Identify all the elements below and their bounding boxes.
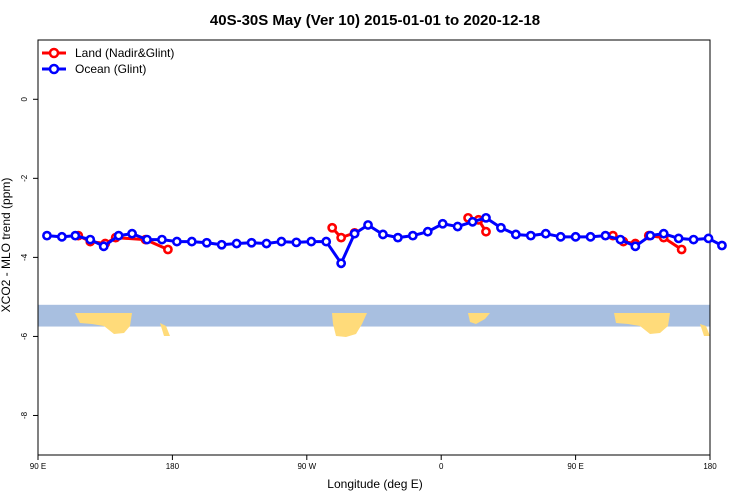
- ocean-point: [540, 228, 551, 239]
- ocean-point: [336, 258, 347, 269]
- ocean-point: [437, 218, 448, 229]
- axes: 90 E 180 90 W 0 90 E 180 0 -2 -4 -6 -8: [20, 39, 717, 471]
- y-axis-label: XCO2 - MLO trend (ppm): [0, 178, 13, 313]
- ocean-point: [717, 240, 727, 251]
- legend-label-ocean: Ocean (Glint): [75, 62, 146, 76]
- x-axis-label: Longitude (deg E): [327, 477, 422, 491]
- ocean-point: [127, 228, 137, 239]
- ocean-point: [291, 237, 302, 248]
- ocean-point: [467, 216, 478, 227]
- ocean-point: [422, 226, 433, 237]
- ocean-point: [645, 230, 656, 241]
- map-land-0: [75, 313, 132, 334]
- ocean-point: [231, 238, 242, 249]
- ocean-point: [142, 234, 152, 245]
- ocean-point: [246, 237, 257, 248]
- ocean-point: [56, 231, 67, 242]
- ocean-point: [306, 236, 317, 247]
- x-tick-label: 0: [439, 462, 444, 471]
- y-tick-label: -8: [20, 411, 29, 419]
- ocean-point: [171, 236, 182, 247]
- map-land-3: [468, 313, 490, 324]
- ocean-point: [70, 230, 81, 241]
- x-tick-label: 90 W: [297, 462, 316, 471]
- ocean-point: [570, 231, 581, 242]
- plot-area: [42, 212, 727, 269]
- ocean-point: [261, 238, 272, 249]
- x-tick-label: 180: [166, 462, 180, 471]
- ocean-point: [363, 220, 373, 230]
- ocean-point: [113, 230, 124, 241]
- land-point: [676, 244, 687, 255]
- ocean-point: [201, 237, 212, 248]
- ocean-point: [525, 230, 536, 241]
- ocean-point: [658, 228, 669, 239]
- ocean-point: [615, 234, 626, 245]
- y-tick-label: -4: [20, 253, 29, 261]
- ocean-point: [688, 234, 699, 245]
- land-point: [163, 244, 173, 255]
- map-land-5: [700, 324, 710, 336]
- ocean-point: [496, 222, 506, 233]
- y-tick-label: -6: [20, 332, 29, 340]
- ocean-point: [407, 230, 418, 241]
- ocean-point: [555, 231, 566, 242]
- map-land-1: [160, 323, 170, 336]
- ocean-point: [42, 230, 52, 241]
- map-land-2: [332, 313, 367, 337]
- x-tick-label: 180: [703, 462, 717, 471]
- ocean-point: [703, 233, 714, 244]
- map-band: [38, 304, 710, 337]
- legend: Land (Nadir&Glint) Ocean (Glint): [42, 46, 174, 76]
- ocean-point: [630, 241, 641, 252]
- ocean-point: [600, 230, 611, 241]
- ocean-point: [186, 236, 197, 247]
- ocean-point: [392, 232, 403, 243]
- ocean-point: [349, 228, 360, 239]
- legend-marker-land: [48, 47, 60, 59]
- ocean-point: [276, 236, 287, 247]
- legend-marker-ocean: [48, 63, 60, 75]
- ocean-point: [510, 229, 521, 240]
- y-tick-label: -2: [20, 174, 29, 182]
- chart-title: 40S-30S May (Ver 10) 2015-01-01 to 2020-…: [210, 12, 540, 29]
- map-land-4: [614, 313, 670, 334]
- land-point: [336, 232, 347, 243]
- ocean-point: [321, 236, 332, 247]
- ocean-point: [452, 221, 463, 232]
- ocean-point: [98, 241, 109, 252]
- y-tick-label: 0: [20, 97, 29, 102]
- ocean-point: [85, 234, 96, 245]
- plot-frame: [37, 39, 711, 456]
- land-point: [327, 222, 338, 233]
- legend-label-land: Land (Nadir&Glint): [75, 46, 174, 60]
- ocean-point: [378, 229, 388, 240]
- ocean-point: [157, 234, 167, 245]
- map-ocean: [38, 304, 710, 327]
- land-point: [481, 226, 491, 237]
- ocean-point: [673, 233, 684, 244]
- x-tick-label: 90 E: [567, 462, 583, 471]
- x-tick-label: 90 E: [30, 462, 46, 471]
- ocean-point: [585, 231, 596, 242]
- ocean-point: [216, 239, 227, 250]
- ocean-point: [481, 212, 491, 223]
